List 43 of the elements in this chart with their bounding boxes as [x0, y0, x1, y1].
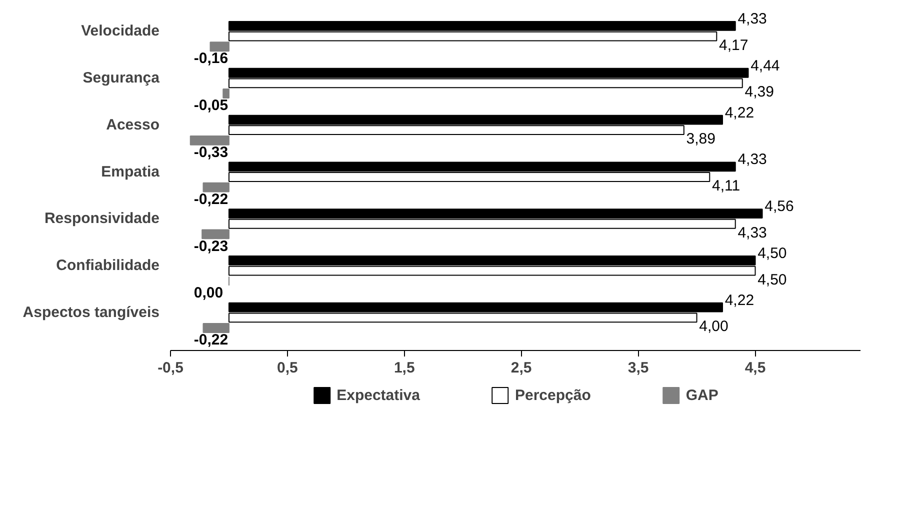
data-label: 4,56	[764, 198, 794, 216]
bar	[202, 229, 230, 240]
data-label: 4,50	[758, 271, 787, 288]
data-label: -0,33	[194, 144, 228, 162]
data-label: 4,11	[712, 177, 740, 194]
data-label: -0,05	[194, 97, 228, 114]
data-label: 4,22	[724, 104, 754, 122]
data-label: 4,50	[758, 244, 787, 262]
y-tick-label: Segurança	[82, 70, 160, 87]
data-label: 4,33	[738, 10, 767, 28]
data-label: 3,89	[686, 130, 716, 148]
data-label: 4,17	[718, 36, 748, 54]
x-tick-label: -0,5	[158, 360, 184, 376]
bar	[190, 135, 230, 146]
bar	[202, 182, 230, 192]
data-label: 4,39	[744, 84, 774, 101]
y-tick-label: Confiabilidade	[56, 257, 160, 274]
y-tick-label: Responsividade	[44, 210, 160, 228]
data-label: 4,00	[699, 318, 728, 336]
x-tick-label: 3,5	[628, 360, 649, 376]
data-label: -0,16	[194, 50, 228, 68]
legend-label: Percepção	[514, 386, 591, 404]
data-label: 4,44	[750, 57, 780, 74]
x-tick-label: 4,5	[744, 360, 766, 376]
data-label: -0,23	[194, 238, 228, 255]
data-label: 0,00	[194, 284, 224, 302]
data-label: -0,22	[194, 332, 228, 349]
y-tick-label: Aspectos tangíveis	[22, 304, 160, 322]
y-tick-label: Empatia	[101, 163, 160, 180]
data-label: 4,22	[724, 292, 754, 309]
bar	[210, 42, 230, 52]
x-tick-label: 2,5	[510, 360, 532, 376]
bar	[222, 88, 230, 98]
data-label: 4,33	[738, 151, 767, 168]
x-tick-label: 1,5	[394, 360, 415, 376]
data-label: -0,22	[194, 190, 228, 208]
y-tick-label: Acesso	[106, 116, 160, 134]
legend-label: GAP	[686, 386, 718, 404]
y-tick-label: Velocidade	[81, 22, 160, 40]
bar	[202, 323, 230, 333]
data-label: 4,33	[738, 224, 767, 242]
x-tick-label: 0,5	[277, 360, 298, 376]
legend-label: Expectativa	[336, 386, 420, 404]
